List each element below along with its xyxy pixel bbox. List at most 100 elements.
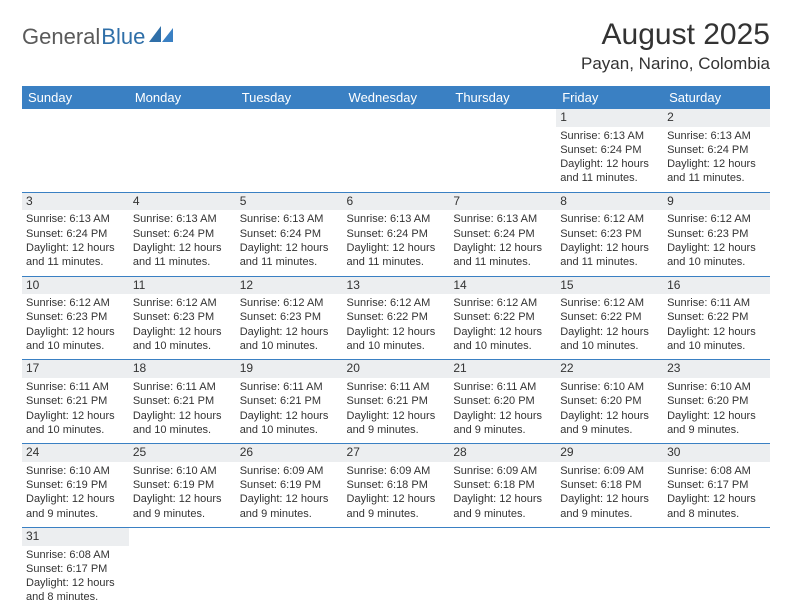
sunrise-text: Sunrise: 6:08 AM <box>667 464 766 478</box>
sunset-text: Sunset: 6:22 PM <box>453 310 552 324</box>
calendar-cell <box>236 109 343 192</box>
calendar-cell: 14Sunrise: 6:12 AMSunset: 6:22 PMDayligh… <box>449 276 556 360</box>
day-number: 30 <box>663 444 770 462</box>
sunrise-text: Sunrise: 6:13 AM <box>347 212 446 226</box>
sunset-text: Sunset: 6:23 PM <box>240 310 339 324</box>
sunrise-text: Sunrise: 6:12 AM <box>560 296 659 310</box>
sunrise-text: Sunrise: 6:12 AM <box>453 296 552 310</box>
calendar-cell <box>343 527 450 610</box>
calendar-cell: 25Sunrise: 6:10 AMSunset: 6:19 PMDayligh… <box>129 444 236 528</box>
calendar-cell: 29Sunrise: 6:09 AMSunset: 6:18 PMDayligh… <box>556 444 663 528</box>
calendar-cell: 26Sunrise: 6:09 AMSunset: 6:19 PMDayligh… <box>236 444 343 528</box>
logo-text-blue: Blue <box>101 24 145 50</box>
calendar-cell: 19Sunrise: 6:11 AMSunset: 6:21 PMDayligh… <box>236 360 343 444</box>
sunset-text: Sunset: 6:19 PM <box>240 478 339 492</box>
day-number: 23 <box>663 360 770 378</box>
daylight-text: and 9 minutes. <box>453 507 552 521</box>
calendar-cell: 22Sunrise: 6:10 AMSunset: 6:20 PMDayligh… <box>556 360 663 444</box>
calendar-cell: 12Sunrise: 6:12 AMSunset: 6:23 PMDayligh… <box>236 276 343 360</box>
day-number: 20 <box>343 360 450 378</box>
sunrise-text: Sunrise: 6:11 AM <box>453 380 552 394</box>
sunset-text: Sunset: 6:17 PM <box>667 478 766 492</box>
sunset-text: Sunset: 6:22 PM <box>347 310 446 324</box>
sunrise-text: Sunrise: 6:09 AM <box>560 464 659 478</box>
sunset-text: Sunset: 6:23 PM <box>26 310 125 324</box>
daylight-text: and 10 minutes. <box>560 339 659 353</box>
sunset-text: Sunset: 6:23 PM <box>560 227 659 241</box>
daylight-text: Daylight: 12 hours <box>240 492 339 506</box>
sunset-text: Sunset: 6:24 PM <box>240 227 339 241</box>
calendar-cell <box>449 109 556 192</box>
day-number: 31 <box>22 528 129 546</box>
calendar-cell: 16Sunrise: 6:11 AMSunset: 6:22 PMDayligh… <box>663 276 770 360</box>
daylight-text: and 10 minutes. <box>133 423 232 437</box>
daylight-text: Daylight: 12 hours <box>560 325 659 339</box>
daylight-text: Daylight: 12 hours <box>26 492 125 506</box>
calendar-cell: 17Sunrise: 6:11 AMSunset: 6:21 PMDayligh… <box>22 360 129 444</box>
sunset-text: Sunset: 6:17 PM <box>26 562 125 576</box>
daylight-text: Daylight: 12 hours <box>453 325 552 339</box>
daylight-text: and 10 minutes. <box>133 339 232 353</box>
sunset-text: Sunset: 6:20 PM <box>560 394 659 408</box>
month-title: August 2025 <box>581 18 770 52</box>
daylight-text: Daylight: 12 hours <box>26 325 125 339</box>
calendar-cell: 15Sunrise: 6:12 AMSunset: 6:22 PMDayligh… <box>556 276 663 360</box>
daylight-text: Daylight: 12 hours <box>560 157 659 171</box>
logo: General Blue <box>22 24 175 50</box>
sunrise-text: Sunrise: 6:10 AM <box>133 464 232 478</box>
day-number: 26 <box>236 444 343 462</box>
calendar-body: 1Sunrise: 6:13 AMSunset: 6:24 PMDaylight… <box>22 109 770 611</box>
day-header: Thursday <box>449 86 556 109</box>
calendar-table: SundayMondayTuesdayWednesdayThursdayFrid… <box>22 86 770 611</box>
daylight-text: Daylight: 12 hours <box>667 492 766 506</box>
calendar-cell: 18Sunrise: 6:11 AMSunset: 6:21 PMDayligh… <box>129 360 236 444</box>
day-number: 18 <box>129 360 236 378</box>
location-text: Payan, Narino, Colombia <box>581 54 770 74</box>
day-number: 6 <box>343 193 450 211</box>
calendar-cell: 24Sunrise: 6:10 AMSunset: 6:19 PMDayligh… <box>22 444 129 528</box>
sunrise-text: Sunrise: 6:12 AM <box>347 296 446 310</box>
daylight-text: and 11 minutes. <box>240 255 339 269</box>
sunrise-text: Sunrise: 6:13 AM <box>240 212 339 226</box>
daylight-text: and 11 minutes. <box>26 255 125 269</box>
sunrise-text: Sunrise: 6:12 AM <box>560 212 659 226</box>
sunrise-text: Sunrise: 6:11 AM <box>26 380 125 394</box>
sunrise-text: Sunrise: 6:11 AM <box>240 380 339 394</box>
calendar-cell: 28Sunrise: 6:09 AMSunset: 6:18 PMDayligh… <box>449 444 556 528</box>
daylight-text: Daylight: 12 hours <box>667 157 766 171</box>
sunrise-text: Sunrise: 6:08 AM <box>26 548 125 562</box>
sunset-text: Sunset: 6:22 PM <box>667 310 766 324</box>
daylight-text: and 11 minutes. <box>347 255 446 269</box>
daylight-text: and 9 minutes. <box>347 507 446 521</box>
sunset-text: Sunset: 6:19 PM <box>133 478 232 492</box>
daylight-text: and 11 minutes. <box>453 255 552 269</box>
calendar-cell: 31Sunrise: 6:08 AMSunset: 6:17 PMDayligh… <box>22 527 129 610</box>
sunset-text: Sunset: 6:21 PM <box>133 394 232 408</box>
sunset-text: Sunset: 6:24 PM <box>560 143 659 157</box>
calendar-cell: 7Sunrise: 6:13 AMSunset: 6:24 PMDaylight… <box>449 192 556 276</box>
daylight-text: Daylight: 12 hours <box>560 241 659 255</box>
sunrise-text: Sunrise: 6:09 AM <box>453 464 552 478</box>
day-header: Sunday <box>22 86 129 109</box>
sunrise-text: Sunrise: 6:10 AM <box>560 380 659 394</box>
sunset-text: Sunset: 6:22 PM <box>560 310 659 324</box>
daylight-text: Daylight: 12 hours <box>26 241 125 255</box>
calendar-cell: 21Sunrise: 6:11 AMSunset: 6:20 PMDayligh… <box>449 360 556 444</box>
daylight-text: Daylight: 12 hours <box>347 492 446 506</box>
daylight-text: and 9 minutes. <box>347 423 446 437</box>
calendar-cell: 20Sunrise: 6:11 AMSunset: 6:21 PMDayligh… <box>343 360 450 444</box>
calendar-cell <box>556 527 663 610</box>
calendar-row: 17Sunrise: 6:11 AMSunset: 6:21 PMDayligh… <box>22 360 770 444</box>
daylight-text: Daylight: 12 hours <box>240 241 339 255</box>
daylight-text: and 11 minutes. <box>560 171 659 185</box>
daylight-text: and 9 minutes. <box>560 507 659 521</box>
sunrise-text: Sunrise: 6:10 AM <box>26 464 125 478</box>
sunrise-text: Sunrise: 6:13 AM <box>453 212 552 226</box>
calendar-cell: 27Sunrise: 6:09 AMSunset: 6:18 PMDayligh… <box>343 444 450 528</box>
day-number: 14 <box>449 277 556 295</box>
day-number: 24 <box>22 444 129 462</box>
day-number: 25 <box>129 444 236 462</box>
daylight-text: Daylight: 12 hours <box>453 241 552 255</box>
sunrise-text: Sunrise: 6:13 AM <box>26 212 125 226</box>
daylight-text: Daylight: 12 hours <box>240 409 339 423</box>
